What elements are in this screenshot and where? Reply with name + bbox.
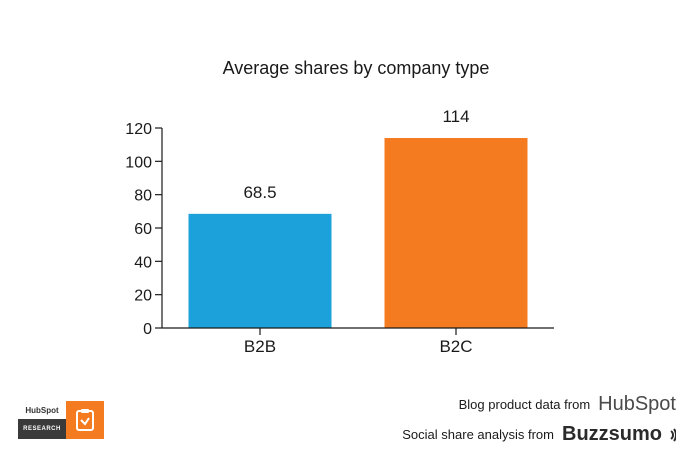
bars: 68.5 114 <box>188 107 528 328</box>
credit-buzzsumo: Social share analysis from Buzzsumo <box>402 423 676 446</box>
y-tick-label: 80 <box>134 188 152 205</box>
y-tick-label: 60 <box>134 221 152 238</box>
badge-label: RESEARCH <box>18 419 66 439</box>
clipboard-icon <box>66 401 104 439</box>
y-tick-label: 20 <box>134 288 152 305</box>
y-tick-label: 100 <box>125 154 152 171</box>
x-tick-label-b2b: B2B <box>244 337 276 356</box>
y-tick-label: 120 <box>125 121 152 138</box>
credit-buzzsumo-text: Social share analysis from <box>402 427 554 442</box>
x-axis: B2B B2C <box>162 327 554 356</box>
chart-title: Average shares by company type <box>223 58 490 78</box>
credit-hubspot: Blog product data from HubSpot <box>459 393 676 416</box>
buzzsumo-logo: Buzzsumo <box>562 423 676 446</box>
data-label-b2c: 114 <box>442 107 469 126</box>
badge-brand: HubSpot <box>25 405 59 415</box>
buzzsumo-logo-text: Buzzsumo <box>562 423 662 445</box>
wifi-signal-icon <box>670 427 676 442</box>
y-tick-label: 0 <box>143 321 152 338</box>
y-tick-label: 40 <box>134 254 152 271</box>
hubspot-research-badge: HubSpot RESEARCH <box>18 401 104 439</box>
bar-chart: Average shares by company type 0 20 40 60 80… <box>125 58 554 356</box>
y-axis: 0 20 40 60 80 100 120 <box>125 121 163 338</box>
x-tick-label-b2c: B2C <box>439 337 472 356</box>
bar-b2c <box>384 138 528 328</box>
credit-hubspot-text: Blog product data from <box>458 397 591 412</box>
bar-b2b <box>188 213 332 328</box>
hubspot-logo: HubSpot <box>598 393 676 415</box>
data-label-b2b: 68.5 <box>243 183 276 202</box>
